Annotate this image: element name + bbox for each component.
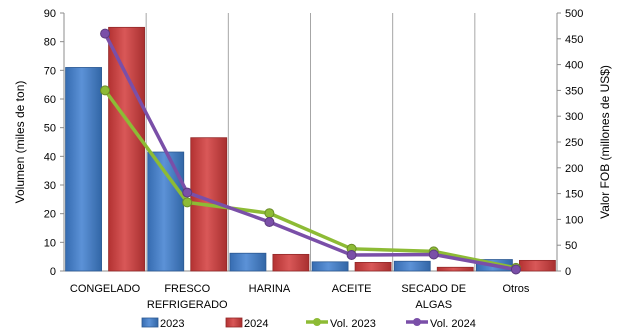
series-line-vol-2023 xyxy=(103,89,517,270)
right-tick-label: 150 xyxy=(565,189,583,201)
right-tick-label: 100 xyxy=(565,214,583,226)
legend-label: Vol. 2023 xyxy=(330,318,376,330)
left-tick-label: 80 xyxy=(44,37,56,49)
left-tick-label: 30 xyxy=(44,180,56,192)
right-tick-label: 250 xyxy=(565,137,583,149)
series-point-vol-2024 xyxy=(428,249,439,260)
series-line-vol-2024 xyxy=(103,32,517,272)
bar-2024 xyxy=(354,261,392,272)
y-axis-left-title: Volumen (miles de ton) xyxy=(13,81,27,204)
right-tick-label: 500 xyxy=(565,8,583,20)
legend-swatch xyxy=(225,317,243,328)
right-tick-label: 0 xyxy=(565,266,571,278)
bar-2024 xyxy=(272,253,310,272)
legend-label: 2024 xyxy=(244,318,268,330)
bar-2023 xyxy=(229,252,267,272)
bar-2024 xyxy=(436,266,474,272)
x-tick-label: Otros xyxy=(502,283,529,295)
bar-2023 xyxy=(311,261,349,272)
left-tick-label: 70 xyxy=(44,65,56,77)
right-tick-label: 350 xyxy=(565,85,583,97)
series-point-vol-2023 xyxy=(100,85,111,96)
x-tick-label: SECADO DE xyxy=(401,283,466,295)
y-axis-right-title: Valor FOB (millones de US$) xyxy=(598,65,612,219)
right-tick-label: 50 xyxy=(565,240,577,252)
legend-label: 2023 xyxy=(160,318,184,330)
left-tick-label: 90 xyxy=(44,8,56,20)
right-tick-label: 400 xyxy=(565,60,583,72)
legend-marker xyxy=(313,318,321,326)
legend-label: Vol. 2024 xyxy=(430,318,476,330)
bar-2024 xyxy=(519,259,556,272)
left-tick-label: 0 xyxy=(50,266,56,278)
left-tick-label: 60 xyxy=(44,94,56,106)
legend-swatch xyxy=(141,317,159,328)
left-tick-label: 40 xyxy=(44,151,56,163)
left-tick-label: 50 xyxy=(44,123,56,135)
series-point-vol-2023 xyxy=(182,197,193,208)
x-tick-label: ACEITE xyxy=(332,283,372,295)
right-tick-label: 200 xyxy=(565,163,583,175)
x-tick-label: ALGAS xyxy=(415,299,452,311)
legend-marker xyxy=(413,318,421,326)
series-point-vol-2024 xyxy=(182,187,193,198)
bar-2024 xyxy=(108,26,145,272)
series-point-vol-2024 xyxy=(510,264,521,275)
left-tick-label: 20 xyxy=(44,209,56,221)
right-tick-label: 450 xyxy=(565,34,583,46)
bar-2023 xyxy=(65,67,102,272)
x-tick-label: FRESCO xyxy=(164,283,210,295)
x-tick-label: HARINA xyxy=(249,283,291,295)
bar-2023 xyxy=(393,260,431,272)
series-point-vol-2023 xyxy=(264,208,275,219)
series-point-vol-2024 xyxy=(264,216,275,227)
x-tick-label: CONGELADO xyxy=(70,283,141,295)
bar-2023 xyxy=(147,151,185,272)
right-tick-label: 300 xyxy=(565,111,583,123)
left-tick-label: 10 xyxy=(44,237,56,249)
x-tick-label: REFRIGERADO xyxy=(147,299,228,311)
series-point-vol-2024 xyxy=(346,250,357,261)
series-point-vol-2024 xyxy=(100,28,111,39)
